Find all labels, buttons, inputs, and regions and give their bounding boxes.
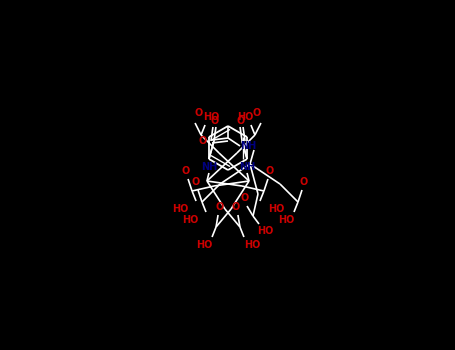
Text: O: O [266,166,274,176]
Text: O: O [195,108,203,118]
Text: NH: NH [240,141,256,151]
Text: HO: HO [244,240,260,250]
Text: HO: HO [278,215,294,225]
Text: HO: HO [196,240,212,250]
Text: O: O [199,136,207,146]
Text: NH: NH [201,162,217,172]
Text: O: O [211,116,219,126]
Text: O: O [241,193,249,203]
Text: O: O [216,202,224,212]
Text: NH: NH [239,162,255,172]
Text: O: O [300,177,308,187]
Text: O: O [192,177,200,187]
Text: HO: HO [268,204,284,214]
Text: HO: HO [237,112,253,122]
Text: O: O [253,108,261,118]
Text: O: O [237,116,245,126]
Text: HO: HO [182,215,198,225]
Text: O: O [232,202,240,212]
Text: HO: HO [257,226,273,236]
Text: HO: HO [203,112,219,122]
Text: HO: HO [172,204,188,214]
Text: O: O [182,166,190,176]
